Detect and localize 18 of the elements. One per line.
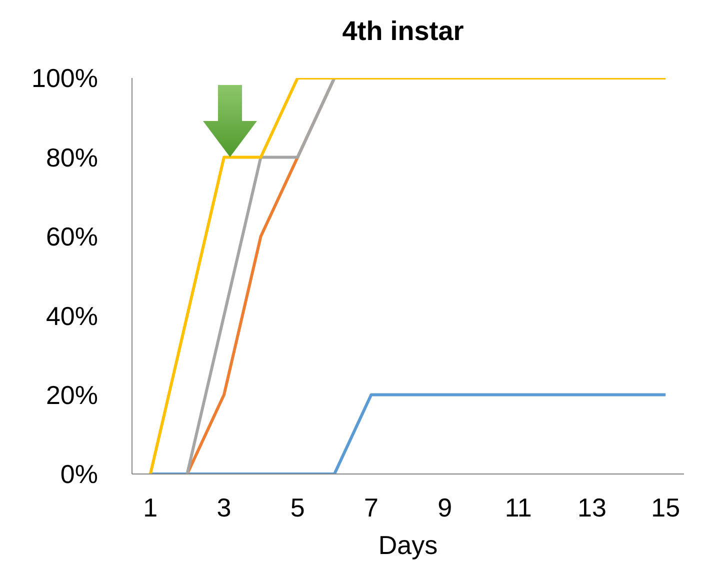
y-tick-label: 100% <box>32 63 98 94</box>
x-tick-label: 15 <box>651 492 680 522</box>
line-series <box>148 78 668 474</box>
x-tick-label: 3 <box>216 492 232 522</box>
x-tick-label: 1 <box>143 492 158 522</box>
x-tick-label: 11 <box>504 492 532 522</box>
x-tick-label: 9 <box>438 492 452 522</box>
x-tick-label: 7 <box>364 492 378 522</box>
y-tick-label: 0% <box>60 459 98 490</box>
x-tick-label: 13 <box>578 492 606 522</box>
line-series <box>186 78 336 474</box>
x-axis-title: Days <box>378 530 438 560</box>
y-tick-label: 80% <box>46 142 98 172</box>
y-tick-label: 60% <box>46 222 98 252</box>
y-tick-label: 40% <box>46 300 98 331</box>
y-tick-label: 20% <box>46 380 98 410</box>
x-tick-label: 5 <box>290 492 305 522</box>
chart-title: 4th instar <box>341 16 465 47</box>
